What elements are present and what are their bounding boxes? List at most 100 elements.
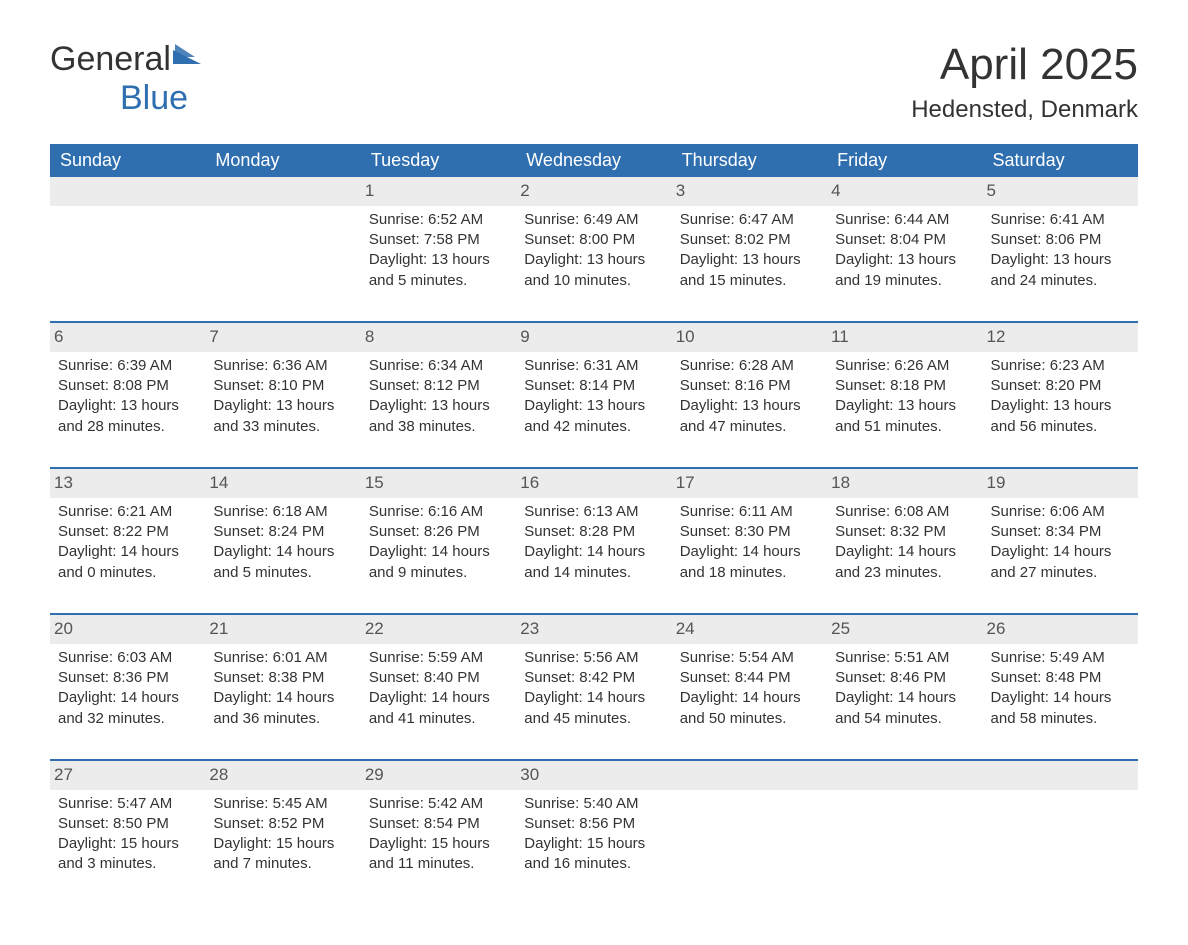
calendar-day-cell: 17Sunrise: 6:11 AMSunset: 8:30 PMDayligh…	[672, 468, 827, 614]
daylight-line: Daylight: 13 hours and 19 minutes.	[835, 250, 974, 291]
sunset-line: Sunset: 8:32 PM	[835, 522, 974, 542]
sunset-line: Sunset: 8:44 PM	[680, 668, 819, 688]
calendar-day-cell: 30Sunrise: 5:40 AMSunset: 8:56 PMDayligh…	[516, 760, 671, 905]
day-number: 15	[361, 469, 516, 498]
sunset-line: Sunset: 8:54 PM	[369, 814, 508, 834]
sunset-line: Sunset: 8:22 PM	[58, 522, 197, 542]
sunset-line: Sunset: 8:16 PM	[680, 376, 819, 396]
daylight-line: Daylight: 13 hours and 15 minutes.	[680, 250, 819, 291]
sunset-line: Sunset: 7:58 PM	[369, 230, 508, 250]
calendar-week-row: 27Sunrise: 5:47 AMSunset: 8:50 PMDayligh…	[50, 760, 1138, 905]
sunrise-line: Sunrise: 5:56 AM	[524, 648, 663, 668]
sunrise-line: Sunrise: 6:06 AM	[991, 502, 1130, 522]
sunrise-line: Sunrise: 6:28 AM	[680, 356, 819, 376]
daylight-line: Daylight: 13 hours and 10 minutes.	[524, 250, 663, 291]
sunrise-line: Sunrise: 6:41 AM	[991, 210, 1130, 230]
sunset-line: Sunset: 8:40 PM	[369, 668, 508, 688]
calendar-day-cell: 8Sunrise: 6:34 AMSunset: 8:12 PMDaylight…	[361, 322, 516, 468]
calendar-day-cell: 25Sunrise: 5:51 AMSunset: 8:46 PMDayligh…	[827, 614, 982, 760]
calendar-day-cell: 29Sunrise: 5:42 AMSunset: 8:54 PMDayligh…	[361, 760, 516, 905]
sunrise-line: Sunrise: 6:49 AM	[524, 210, 663, 230]
sunrise-line: Sunrise: 6:39 AM	[58, 356, 197, 376]
day-number: 5	[983, 177, 1138, 206]
sunset-line: Sunset: 8:46 PM	[835, 668, 974, 688]
sunset-line: Sunset: 8:52 PM	[213, 814, 352, 834]
calendar-week-row: 20 Sunrise: 6:03 AMSunset: 8:36 PM Dayligh…	[50, 614, 1138, 760]
sunrise-line: Sunrise: 5:54 AM	[680, 648, 819, 668]
sunrise-line: Sunrise: 6:31 AM	[524, 356, 663, 376]
sunset-line: Sunset: 8:26 PM	[369, 522, 508, 542]
daylight-line: Daylight: 13 hours and 38 minutes.	[369, 396, 508, 437]
sunset-line: Sunset: 8:20 PM	[991, 376, 1130, 396]
calendar-day-cell: 24Sunrise: 5:54 AMSunset: 8:44 PMDayligh…	[672, 614, 827, 760]
header: General Blue April 2025 Hedensted, Denma…	[50, 40, 1138, 124]
calendar-day-cell	[983, 760, 1138, 905]
day-number: 9	[516, 323, 671, 352]
day-number: 6	[50, 323, 205, 352]
calendar-day-cell: 26Sunrise: 5:49 AMSunset: 8:48 PMDayligh…	[983, 614, 1138, 760]
sunset-line: Sunset: 8:50 PM	[58, 814, 197, 834]
calendar-day-cell: 13Sunrise: 6:21 AMSunset: 8:22 PMDayligh…	[50, 468, 205, 614]
brand-text: General Blue	[50, 40, 201, 118]
day-number: 12	[983, 323, 1138, 352]
title-block: April 2025 Hedensted, Denmark	[911, 40, 1138, 124]
day-number: 19	[983, 469, 1138, 498]
calendar-table: Sunday Monday Tuesday Wednesday Thursday…	[50, 144, 1138, 905]
calendar-day-cell: 22Sunrise: 5:59 AMSunset: 8:40 PMDayligh…	[361, 614, 516, 760]
sunset-line: Sunset: 8:02 PM	[680, 230, 819, 250]
calendar-day-cell: 6Sunrise: 6:39 AMSunset: 8:08 PMDaylight…	[50, 322, 205, 468]
dow-header: Monday	[205, 144, 360, 177]
calendar-header-row: Sunday Monday Tuesday Wednesday Thursday…	[50, 144, 1138, 177]
day-number	[672, 761, 827, 790]
daylight-line: Daylight: 14 hours and 36 minutes.	[213, 688, 352, 729]
calendar-day-cell: 1Sunrise: 6:52 AMSunset: 7:58 PMDaylight…	[361, 177, 516, 322]
sunrise-line: Sunrise: 6:13 AM	[524, 502, 663, 522]
daylight-line: Daylight: 14 hours and 9 minutes.	[369, 542, 508, 583]
calendar-day-cell: 21Sunrise: 6:01 AMSunset: 8:38 PMDayligh…	[205, 614, 360, 760]
dow-header: Sunday	[50, 144, 205, 177]
day-number: 13	[50, 469, 205, 498]
day-number: 23	[516, 615, 671, 644]
day-number	[50, 177, 205, 206]
sunset-line: Sunset: 8:28 PM	[524, 522, 663, 542]
sunset-line: Sunset: 8:14 PM	[524, 376, 663, 396]
sunrise-line: Sunrise: 6:47 AM	[680, 210, 819, 230]
sunrise-line: Sunrise: 6:11 AM	[680, 502, 819, 522]
daylight-line: Daylight: 13 hours and 28 minutes.	[58, 396, 197, 437]
sunrise-line: Sunrise: 5:42 AM	[369, 794, 508, 814]
daylight-line: Daylight: 14 hours and 50 minutes.	[680, 688, 819, 729]
sunrise-line: Sunrise: 6:21 AM	[58, 502, 197, 522]
calendar-day-cell: 2Sunrise: 6:49 AMSunset: 8:00 PMDaylight…	[516, 177, 671, 322]
day-number: 30	[516, 761, 671, 790]
sunset-line: Sunset: 8:36 PM	[58, 668, 197, 688]
day-number	[827, 761, 982, 790]
sunrise-line: Sunrise: 5:45 AM	[213, 794, 352, 814]
day-number: 11	[827, 323, 982, 352]
daylight-line: Daylight: 13 hours and 33 minutes.	[213, 396, 352, 437]
sunrise-line: Sunrise: 6:03 AM	[58, 648, 197, 668]
calendar-day-cell: 3 Sunrise: 6:47 AMSunset: 8:02 PMDaylight…	[672, 177, 827, 322]
page-title: April 2025	[911, 40, 1138, 90]
calendar-body: 1Sunrise: 6:52 AMSunset: 7:58 PMDaylight…	[50, 177, 1138, 905]
dow-header: Thursday	[672, 144, 827, 177]
sunrise-line: Sunrise: 6:34 AM	[369, 356, 508, 376]
calendar-day-cell: 9 Sunrise: 6:31 AMSunset: 8:14 PMDaylight…	[516, 322, 671, 468]
calendar-week-row: 6Sunrise: 6:39 AMSunset: 8:08 PMDaylight…	[50, 322, 1138, 468]
day-number: 20	[50, 615, 205, 644]
sunrise-line: Sunrise: 5:40 AM	[524, 794, 663, 814]
sunrise-line: Sunrise: 6:44 AM	[835, 210, 974, 230]
daylight-line: Daylight: 14 hours and 45 minutes.	[524, 688, 663, 729]
calendar-day-cell: 23Sunrise: 5:56 AMSunset: 8:42 PMDayligh…	[516, 614, 671, 760]
daylight-line: Daylight: 13 hours and 42 minutes.	[524, 396, 663, 437]
day-number: 25	[827, 615, 982, 644]
day-number: 3	[672, 177, 827, 206]
daylight-line: Daylight: 13 hours and 47 minutes.	[680, 396, 819, 437]
daylight-line: Daylight: 15 hours and 7 minutes.	[213, 834, 352, 875]
brand-line2: Blue	[50, 79, 188, 117]
calendar-day-cell	[205, 177, 360, 322]
daylight-line: Daylight: 14 hours and 54 minutes.	[835, 688, 974, 729]
sunrise-line: Sunrise: 6:16 AM	[369, 502, 508, 522]
sunset-line: Sunset: 8:06 PM	[991, 230, 1130, 250]
day-number: 7	[205, 323, 360, 352]
sunset-line: Sunset: 8:04 PM	[835, 230, 974, 250]
